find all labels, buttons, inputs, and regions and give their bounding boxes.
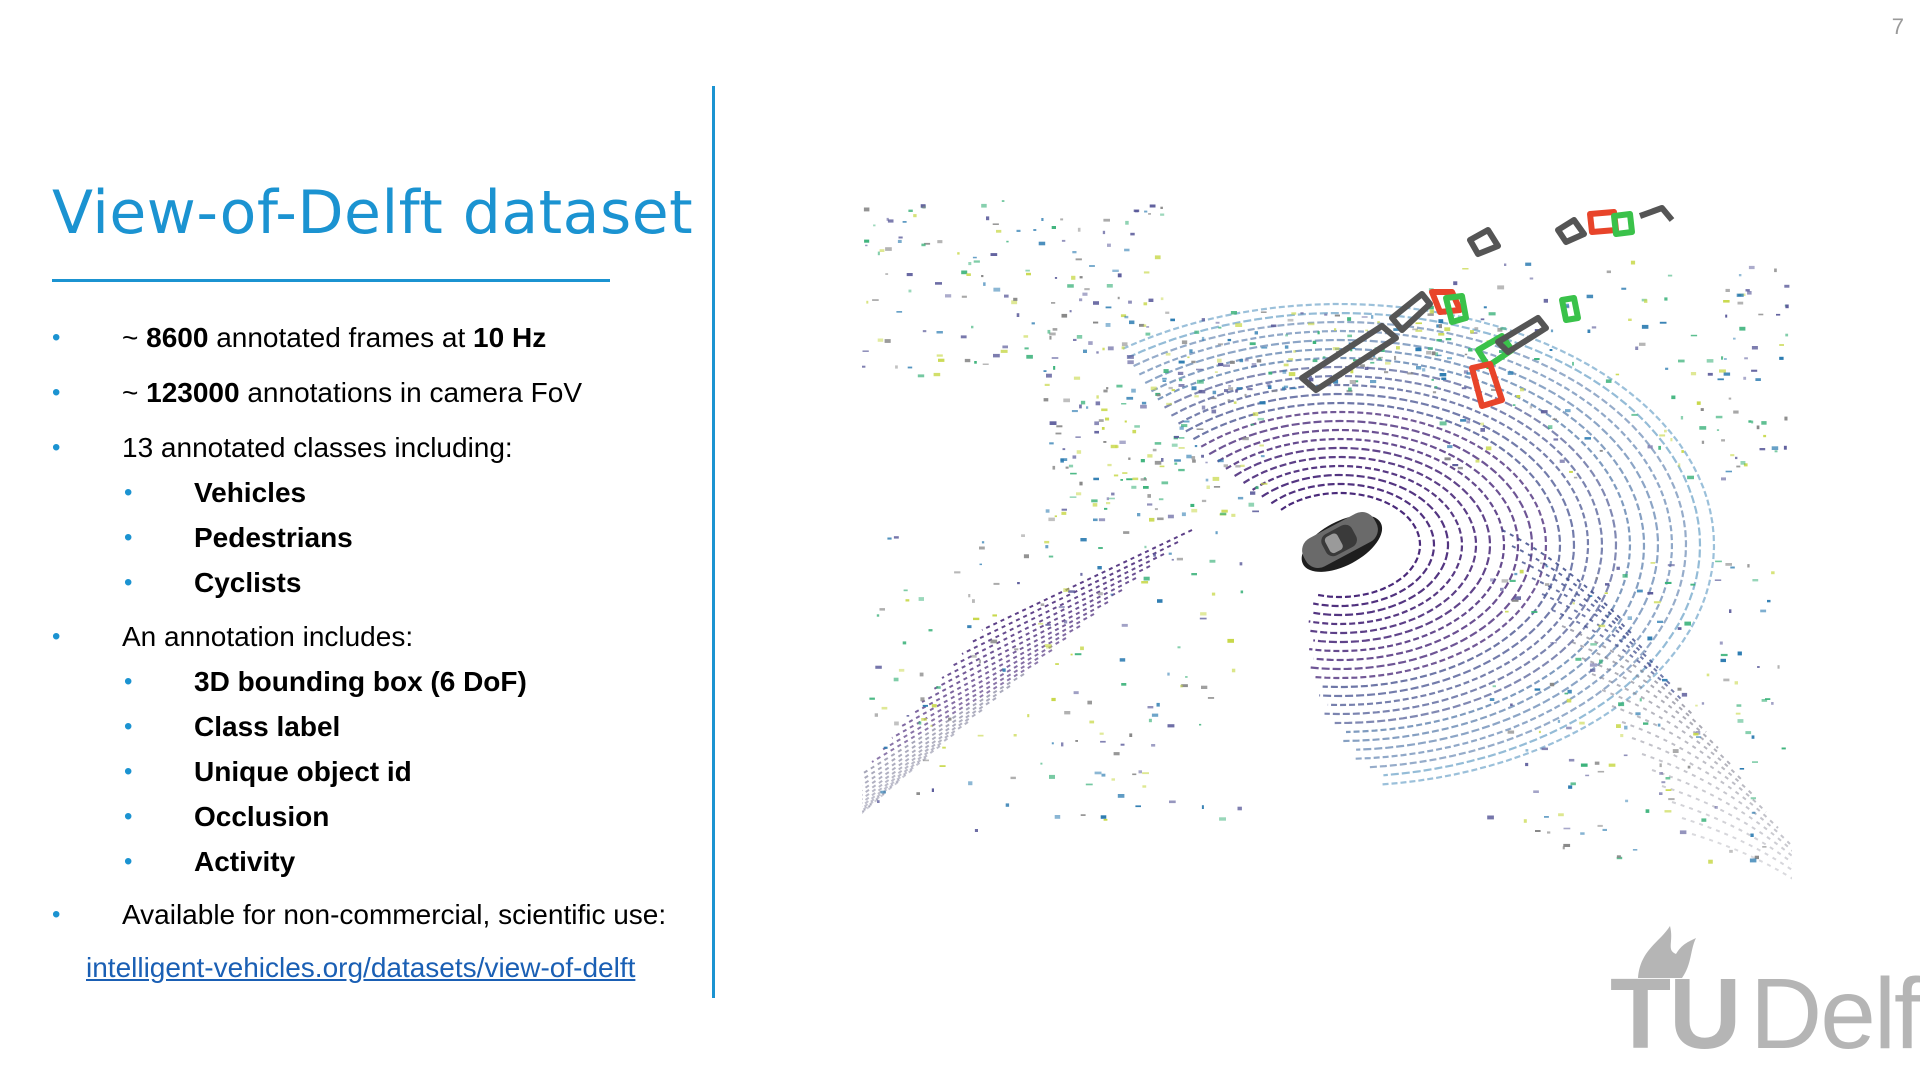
bullet-text: ~ 123000 annotations in camera FoV [122,377,582,408]
dataset-link[interactable]: intelligent-vehicles.org/datasets/view-o… [86,952,636,983]
bullet-text: Activity [194,846,296,877]
bullet-dot: • [52,324,61,351]
bullet-text: 3D bounding box (6 DoF) [194,666,527,697]
bullet-text: Pedestrians [194,522,353,553]
bullet-text: Available for non-commercial, scientific… [122,899,667,930]
bullet-dot: • [124,569,133,596]
bullet-dot: • [124,668,133,695]
ground-rings [1122,302,1716,786]
vertical-divider [712,86,715,998]
bullet-text: An annotation includes: [122,621,414,652]
bullet-text: Occlusion [194,801,330,832]
bullet-dot: • [52,434,61,461]
bullet-dot: • [52,623,61,650]
bullet-dot: • [124,803,133,830]
lidar-pointcloud-figure [862,200,1792,880]
page-number: 7 [1891,14,1904,39]
title-underline [52,279,610,282]
bullet-dot: • [52,901,61,928]
logo-delft: Delft [1750,958,1920,1070]
bullet-text: Cyclists [194,567,302,598]
bullet-dot: • [52,379,61,406]
annotation-boxes [1299,205,1675,409]
bullet-text: Class label [194,711,341,742]
bullet-dot: • [124,848,133,875]
bullet-text: ~ 8600 annotated frames at 10 Hz [122,322,547,353]
bullet-dot: • [124,713,133,740]
slide-title: View-of-Delft dataset [52,178,694,248]
bullet-dot: • [124,758,133,785]
tu-delft-logo: TU Delft [1610,920,1920,1064]
flame-icon [1638,926,1696,978]
bullet-text: 13 annotated classes including: [122,432,513,463]
bullet-dot: • [124,524,133,551]
bullet-text: Unique object id [194,756,412,787]
ego-car [1301,512,1383,572]
bullet-dot: • [124,479,133,506]
logo-tu: TU [1610,958,1741,1070]
bullet-text: Vehicles [194,477,307,508]
